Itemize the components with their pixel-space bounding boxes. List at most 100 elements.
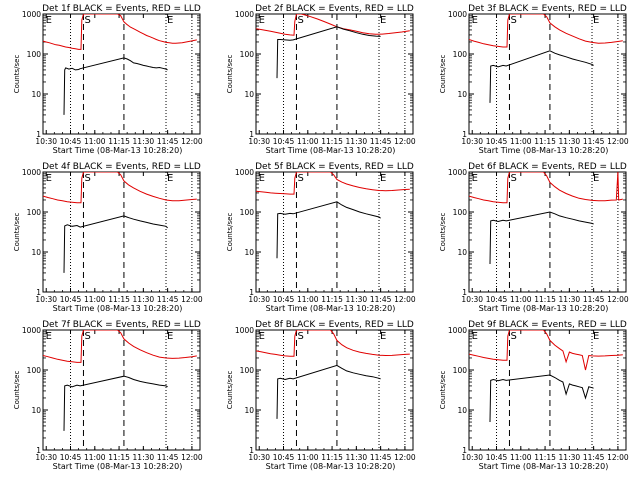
- y-tick-label: 1: [462, 288, 467, 297]
- x-tick-label: 12:00: [181, 453, 203, 462]
- y-tick-label: 1: [249, 130, 254, 139]
- x-tick-label: 11:15: [321, 137, 343, 146]
- events-series-line: [276, 201, 381, 259]
- event-marker-e: E: [46, 331, 52, 342]
- panel-det-3: Det 3f BLACK = Events, RED = LLD 1 10 100 10…: [439, 4, 629, 155]
- y-tick-label: 1: [36, 130, 41, 139]
- y-tick-label: 10: [457, 248, 467, 257]
- plot-frame: [468, 171, 627, 293]
- y-axis-label: Counts/sec: [226, 371, 234, 410]
- x-tick-label: 11:30: [559, 295, 581, 304]
- x-tick-label: 12:00: [394, 137, 416, 146]
- lld-series-line: [43, 14, 197, 50]
- y-axis-label: Counts/sec: [226, 55, 234, 94]
- y-tick-label: 1000: [448, 168, 467, 177]
- panel-det-9: Det 9f BLACK = Events, RED = LLD 1 10 100 10…: [439, 320, 629, 471]
- x-axis-label: Start Time (08-Mar-13 10:28:20): [479, 146, 609, 155]
- y-tick-label: 1000: [235, 326, 254, 335]
- panel-title: Det 9f BLACK = Events, RED = LLD: [468, 320, 627, 330]
- x-tick-label: 11:45: [157, 453, 179, 462]
- x-tick-label: 10:45: [273, 453, 295, 462]
- plot-frame: [468, 13, 627, 135]
- x-tick-label: 11:30: [133, 453, 155, 462]
- x-tick-label: 10:30: [461, 295, 483, 304]
- x-tick-label: 10:30: [248, 295, 270, 304]
- x-tick-label: 11:00: [510, 137, 532, 146]
- x-tick-label: 11:45: [370, 295, 392, 304]
- panel-det-4: Det 4f BLACK = Events, RED = LLD 1 10 100 10…: [13, 162, 203, 313]
- events-series-line: [63, 57, 168, 115]
- event-marker-e: E: [259, 331, 265, 342]
- x-tick-label: 11:45: [370, 137, 392, 146]
- y-tick-label: 1: [36, 288, 41, 297]
- y-tick-label: 1: [249, 446, 254, 455]
- events-series-line: [489, 50, 594, 103]
- y-tick-label: 1: [36, 446, 41, 455]
- lld-series-line: [469, 14, 623, 48]
- y-axis-label: Counts/sec: [439, 371, 447, 410]
- event-marker-e: E: [46, 15, 52, 26]
- y-axis-label: Counts/sec: [13, 213, 21, 252]
- y-tick-label: 10: [457, 406, 467, 415]
- event-marker-e: E: [46, 173, 52, 184]
- x-tick-label: 11:45: [157, 295, 179, 304]
- x-axis-label: Start Time (08-Mar-13 10:28:20): [53, 462, 183, 471]
- event-marker-e: E: [472, 331, 478, 342]
- x-tick-label: 11:00: [84, 137, 106, 146]
- x-axis-label: Start Time (08-Mar-13 10:28:20): [53, 304, 183, 313]
- x-tick-label: 12:00: [607, 453, 629, 462]
- x-axis-label: Start Time (08-Mar-13 10:28:20): [266, 304, 396, 313]
- x-tick-label: 12:00: [394, 453, 416, 462]
- x-tick-label: 10:45: [486, 453, 508, 462]
- x-axis-label: Start Time (08-Mar-13 10:28:20): [266, 146, 396, 155]
- x-tick-label: 11:00: [297, 295, 319, 304]
- event-marker-s: S: [84, 331, 90, 342]
- y-tick-label: 10: [244, 406, 254, 415]
- y-tick-label: 10: [244, 90, 254, 99]
- x-tick-label: 10:30: [248, 453, 270, 462]
- y-tick-label: 100: [453, 366, 468, 375]
- panel-det-8: Det 8f BLACK = Events, RED = LLD 1 10 100 10…: [226, 320, 416, 471]
- x-tick-label: 11:30: [346, 295, 368, 304]
- x-tick-label: 12:00: [394, 295, 416, 304]
- x-axis-label: Start Time (08-Mar-13 10:28:20): [266, 462, 396, 471]
- event-marker-e: E: [259, 173, 265, 184]
- panel-det-7: Det 7f BLACK = Events, RED = LLD 1 10 100 10…: [13, 320, 203, 471]
- x-tick-label: 11:30: [133, 295, 155, 304]
- y-tick-label: 100: [453, 50, 468, 59]
- lld-series-line: [256, 330, 410, 357]
- plot-frame: [42, 329, 201, 451]
- x-tick-label: 11:15: [534, 295, 556, 304]
- y-tick-label: 10: [31, 406, 41, 415]
- y-tick-label: 100: [27, 208, 42, 217]
- y-tick-label: 1000: [22, 10, 41, 19]
- panel-title: Det 4f BLACK = Events, RED = LLD: [42, 162, 201, 172]
- x-tick-label: 11:30: [559, 137, 581, 146]
- y-axis-label: Counts/sec: [439, 213, 447, 252]
- x-tick-label: 11:30: [133, 137, 155, 146]
- panel-title: Det 3f BLACK = Events, RED = LLD: [468, 4, 627, 14]
- x-axis-label: Start Time (08-Mar-13 10:28:20): [479, 304, 609, 313]
- x-tick-label: 12:00: [607, 295, 629, 304]
- events-series-line: [63, 375, 168, 431]
- panel-det-2: Det 2f BLACK = Events, RED = LLD 1 10 100 10…: [226, 4, 416, 155]
- y-tick-label: 1000: [448, 10, 467, 19]
- event-marker-e: E: [380, 331, 386, 342]
- x-tick-label: 10:45: [60, 295, 82, 304]
- x-tick-label: 10:45: [273, 295, 295, 304]
- lld-series-line: [43, 172, 197, 204]
- x-tick-label: 11:45: [583, 137, 605, 146]
- x-tick-label: 11:00: [84, 295, 106, 304]
- x-tick-label: 12:00: [181, 295, 203, 304]
- x-tick-label: 11:30: [559, 453, 581, 462]
- event-marker-e: E: [380, 15, 386, 26]
- lld-series-line: [469, 172, 623, 204]
- event-marker-s: S: [510, 15, 516, 26]
- x-tick-label: 10:30: [35, 453, 57, 462]
- event-marker-e: E: [472, 15, 478, 26]
- y-axis-label: Counts/sec: [13, 55, 21, 94]
- x-tick-label: 11:45: [583, 295, 605, 304]
- y-tick-label: 100: [240, 208, 255, 217]
- panel-det-1: Det 1f BLACK = Events, RED = LLD 1 10 100 10…: [13, 4, 203, 155]
